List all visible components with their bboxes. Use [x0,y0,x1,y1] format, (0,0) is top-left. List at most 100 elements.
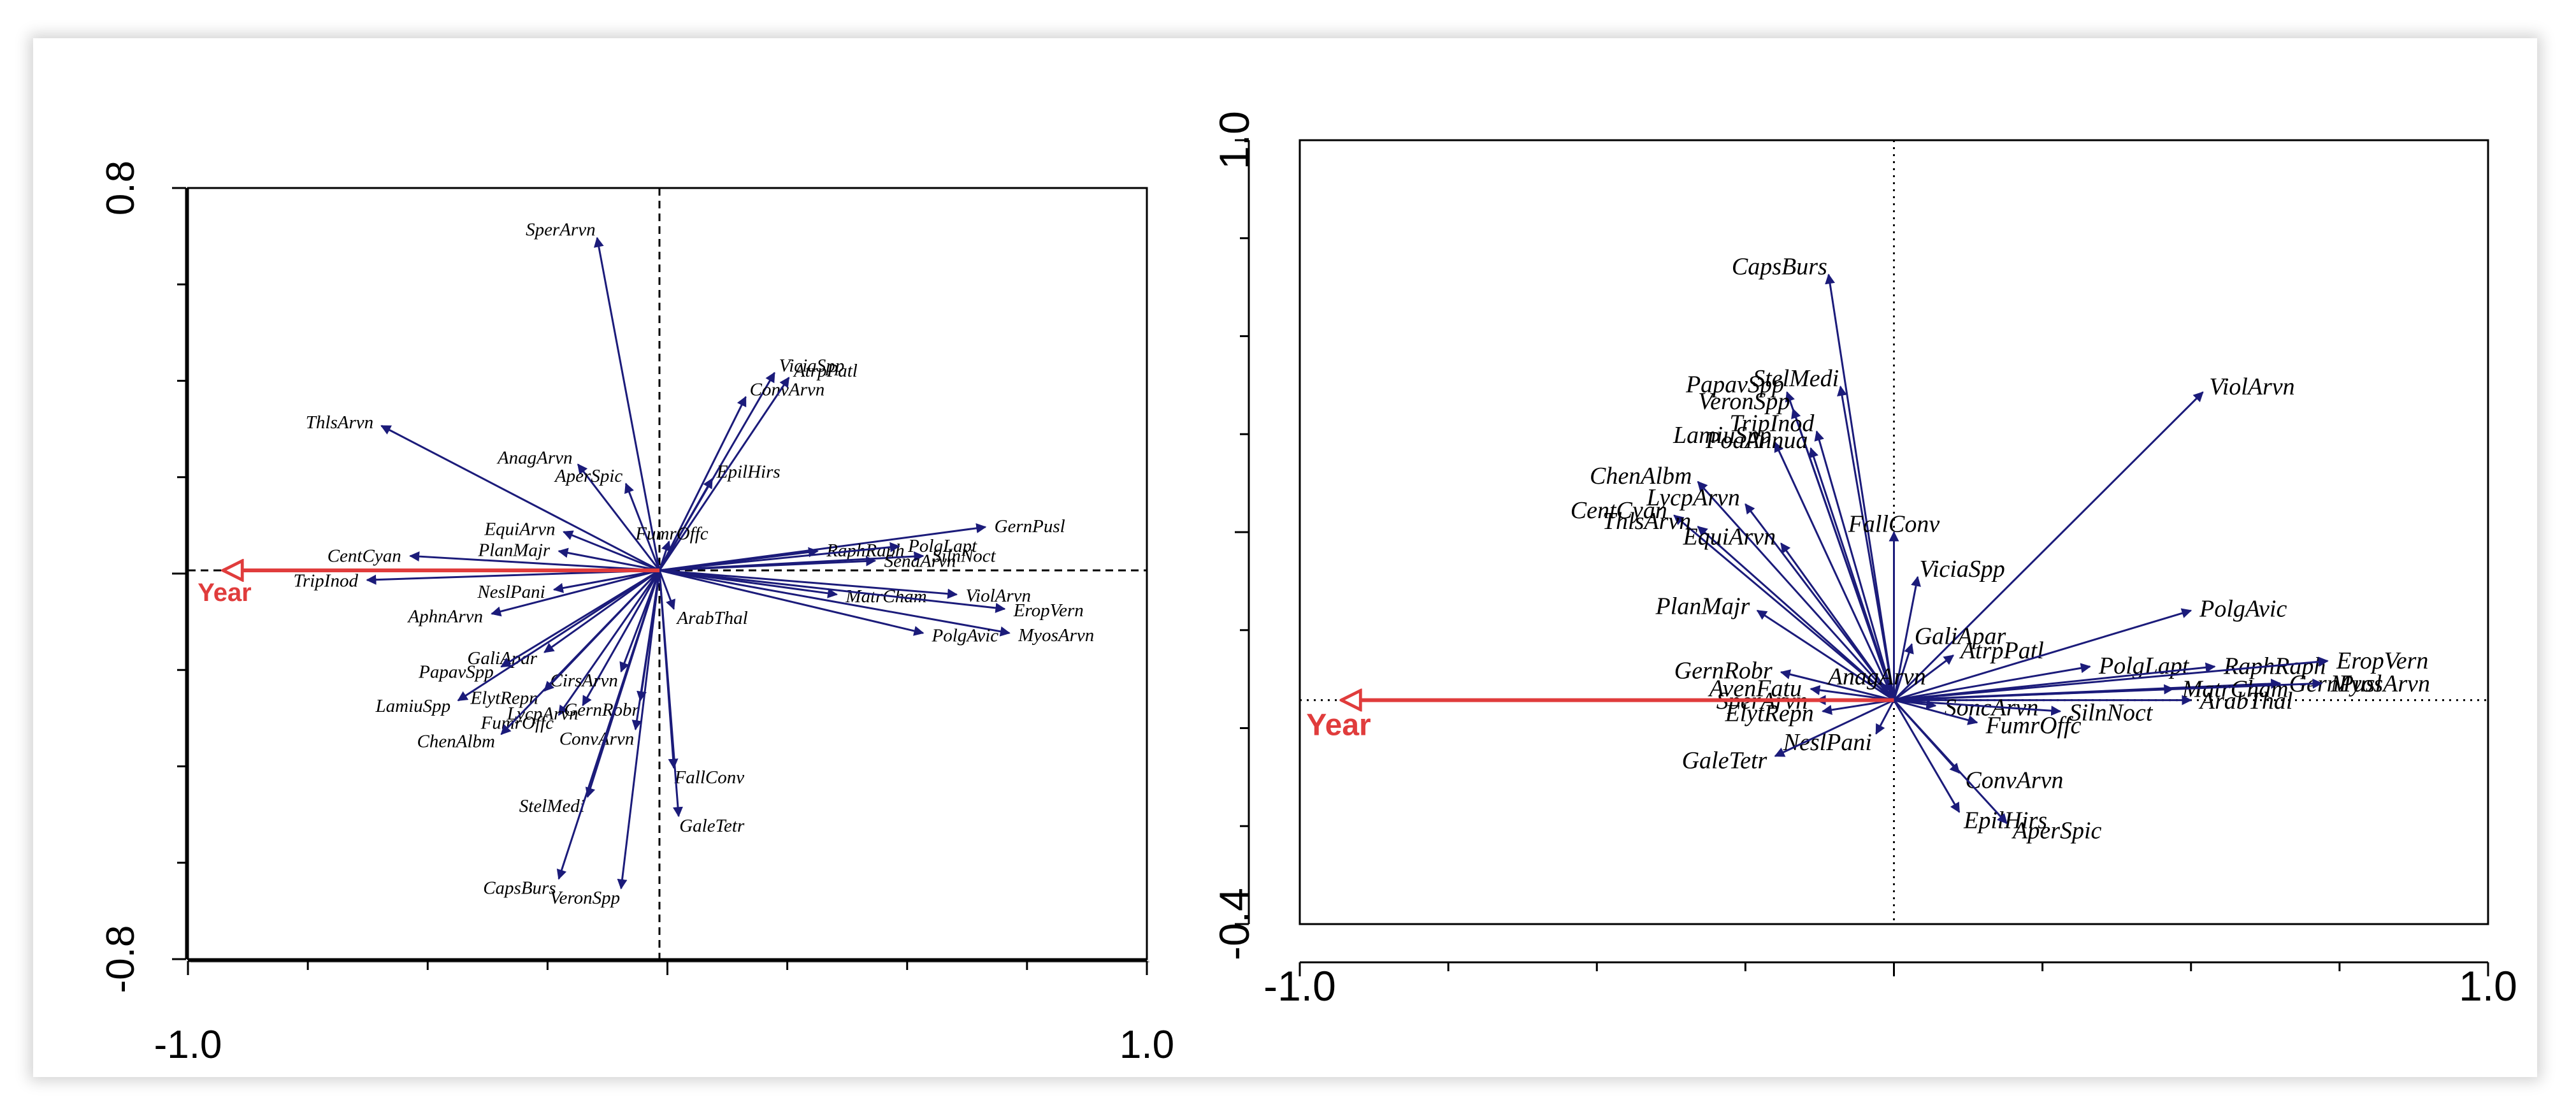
species-arrow [1893,391,2204,701]
y-tick-label: -0.8 [99,925,143,994]
species-label: FumrOffc [480,713,554,734]
species-arrow [577,463,661,571]
species-arrow [552,569,660,593]
species-label: ChenAlbm [1590,463,1692,489]
species-arrow [1875,699,1895,735]
species-label: ConvArvn [1965,767,2063,794]
species-label: AvenFatu [1707,675,1802,702]
species-label: MyosArvn [2330,670,2430,697]
species-label: GaleTetr [1682,748,1767,774]
x-tick-label: 1.0 [2459,962,2517,1009]
species-label: FallConv [674,767,745,788]
species-arrow [659,569,1006,613]
species-arrow [658,570,676,610]
species-arrow [1894,699,1978,725]
species-label: TripInod [293,571,358,591]
species-label: FallConv [1848,510,1940,537]
species-arrow [1774,699,1895,757]
year-label: Year [198,579,252,607]
species-arrow [624,482,661,571]
species-label: AphnArvn [407,607,483,627]
species-arrow [658,570,683,818]
y-tick-label: 1.0 [1211,111,1258,170]
species-arrow [1894,608,2192,702]
species-arrow [1893,643,1914,701]
biplot-right: -1.0 1.0 1.0 -0.4 CapsBurs StelMediPapavSppVe… [1211,111,2517,1009]
species-arrow [593,236,661,571]
species-arrow [1893,575,1921,700]
species-arrow [1893,655,1955,701]
species-arrow [558,547,660,572]
year-label: Year [1306,709,1371,742]
species-label: ElytRepn [1724,700,1813,727]
species-label: EquiArvn [484,519,555,539]
species-label: CapsBurs [1732,253,1827,280]
species-label: ThlsArvn [306,412,373,433]
biplot-left: -1.0 1.00.8-0.8SperArvnViciaSppConvArvnAt… [99,161,1174,1067]
species-label: CentCyan [1571,497,1667,524]
species-label: AtrpPatl [1959,637,2044,664]
species-arrow [1697,481,1895,701]
species-label: ConvArvn [559,729,635,749]
species-arrow [1894,656,2329,702]
species-label: SenaArvn [884,551,956,571]
species-label: NeslPani [477,582,545,602]
species-arrow [1780,542,1895,701]
species-label: GaliApar [1915,623,2006,650]
species-label: GernRobr [564,700,639,720]
species-label: LamiuSpp [1673,422,1771,449]
species-arrow [500,569,661,735]
species-arrow [1893,699,2008,825]
species-arrow [1893,699,1961,813]
species-arrow [658,377,790,571]
species-label: EropVern [2336,647,2428,674]
species-label: PapavSpp [418,662,494,683]
species-label: PoaAnnua [1705,427,1808,454]
species-label: GernPusl [995,516,1065,537]
species-label: EpilHirs [716,461,781,482]
species-label: ViolArvn [2209,373,2294,400]
species-label: ConvArvn [750,379,825,400]
species-label: ArabThal [675,608,747,628]
species-label: ViciaSpp [1919,556,2004,582]
species-label: TripInod [1729,410,1815,437]
species-label: LycpArvn [1646,484,1740,511]
species-arrow [1780,669,1894,702]
species-label: SperArvn [526,220,596,240]
species-label: MyosArvn [1018,625,1094,646]
species-label: StelMedi [519,796,585,816]
species-label: NeslPani [1783,729,1872,756]
species-arrow [1894,663,2091,702]
species-label: SilnNoct [932,546,997,567]
species-arrow [409,551,660,572]
species-label: SilnNoct [2069,699,2154,726]
species-arrow [659,542,900,572]
x-tick-label: -1.0 [154,1023,222,1067]
species-arrow [582,570,661,707]
species-label: SoncArvn [1945,695,2039,721]
species-label: PlanMajr [477,540,550,560]
species-arrow [1894,678,2323,702]
species-arrow [491,569,660,617]
x-tick-label: -1.0 [1263,962,1336,1009]
species-label: EquiArvn [1683,524,1776,551]
species-arrow [659,569,925,636]
species-label: AperSpic [2011,817,2101,844]
species-arrow [1745,503,1895,701]
species-label: ElytRepn [470,688,538,708]
species-label: ViciaSpp [779,356,845,376]
species-arrow [457,569,660,702]
species-arrow [617,570,661,890]
species-label: AtrpPatl [793,361,858,381]
species-label: LamiuSpp [375,696,451,716]
species-arrow [1837,385,1895,700]
species-arrow [659,556,877,572]
species-arrow [1673,514,1895,701]
species-label: LycpArvn [507,704,579,724]
species-label: GernRobr [1674,658,1773,684]
species-arrow [658,540,672,571]
y-tick-label: -0.4 [1211,888,1258,960]
species-arrow [1774,441,1895,701]
species-arrow [380,424,660,572]
